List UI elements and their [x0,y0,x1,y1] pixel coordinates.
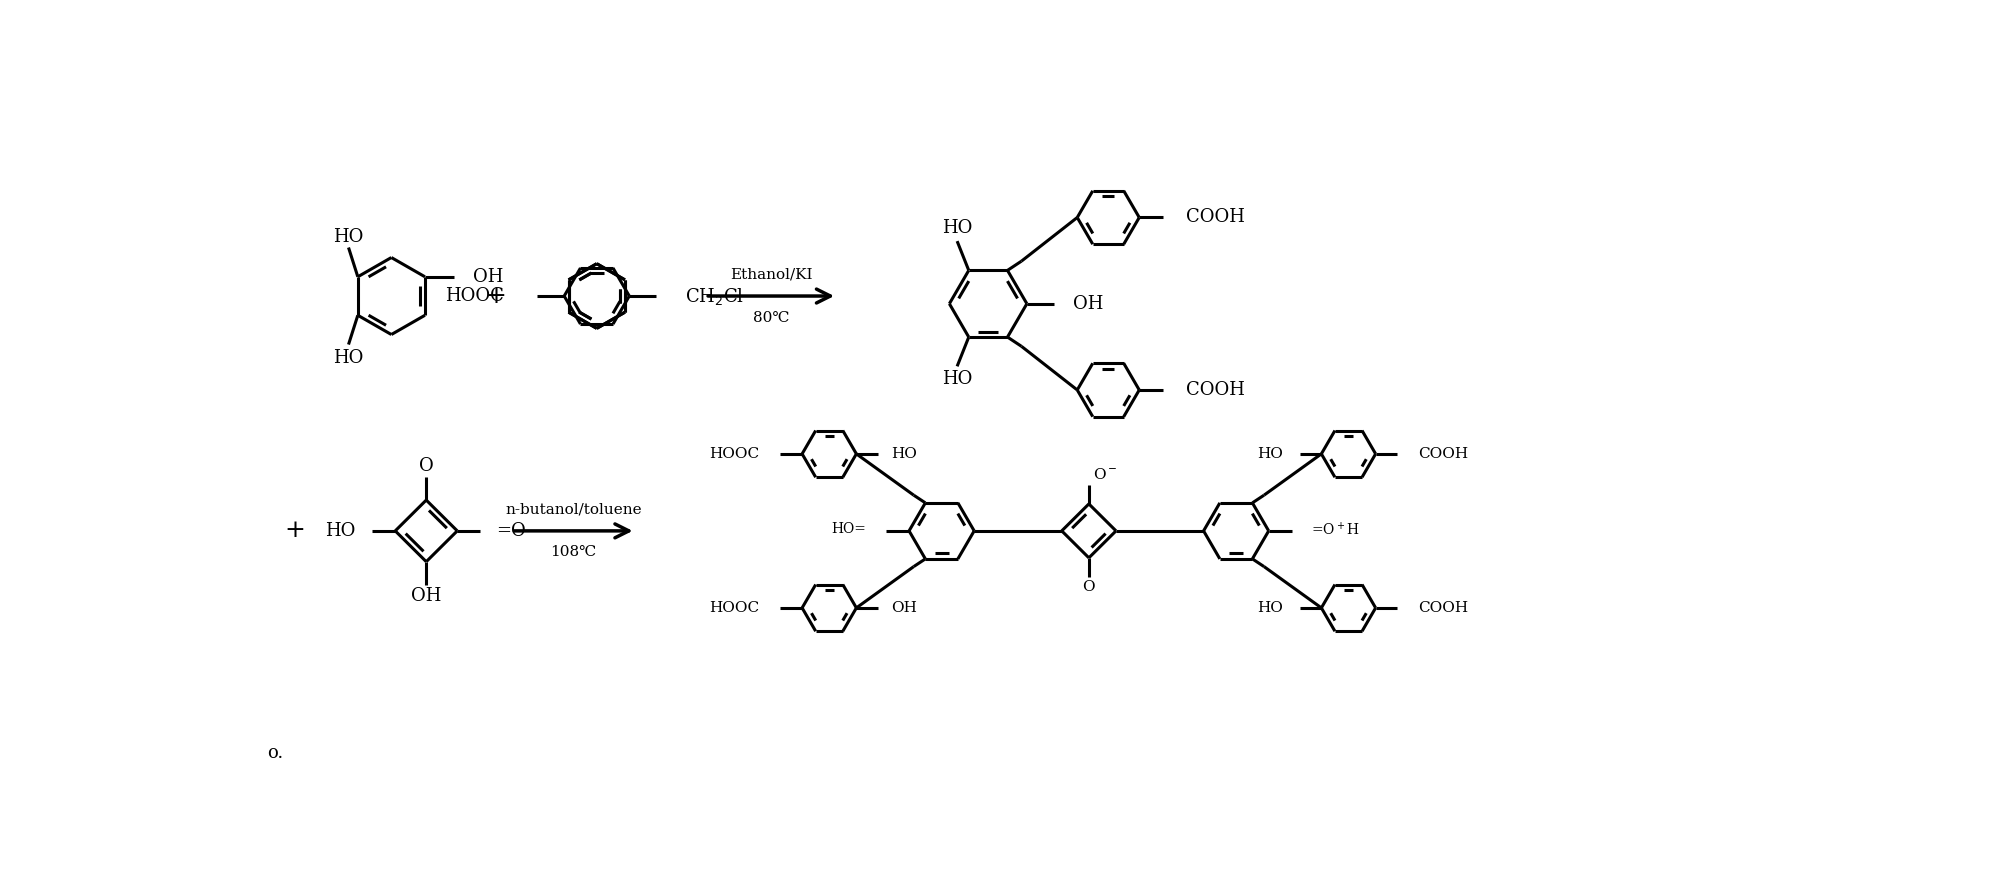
Text: CH$_2$Cl: CH$_2$Cl [685,286,743,307]
Text: =O: =O [495,522,526,540]
Text: HO: HO [941,370,973,388]
Text: COOH: COOH [1184,381,1245,399]
Text: HO: HO [890,447,916,461]
Text: OH: OH [1073,295,1104,313]
Text: HO: HO [1257,447,1283,461]
Text: COOH: COOH [1418,447,1468,461]
Text: HO: HO [324,522,354,540]
Text: OH: OH [890,601,916,615]
Text: +: + [284,519,304,542]
Text: HO=: HO= [832,522,866,536]
Text: +: + [485,285,506,308]
Text: O$^-$: O$^-$ [1092,467,1116,482]
Text: HOOC: HOOC [445,287,504,305]
Text: HO: HO [332,348,363,367]
Text: HOOC: HOOC [709,447,759,461]
Text: COOH: COOH [1184,208,1245,227]
Text: HO: HO [941,219,973,237]
Text: 80℃: 80℃ [753,310,789,325]
Text: Ethanol/KI: Ethanol/KI [729,267,812,281]
Text: HO: HO [1257,601,1283,615]
Text: OH: OH [473,268,504,286]
Text: O: O [1082,580,1096,594]
Text: COOH: COOH [1418,601,1468,615]
Text: =O$^+$H: =O$^+$H [1311,520,1359,538]
Text: HOOC: HOOC [709,601,759,615]
Text: HO: HO [332,228,363,246]
Text: o.: o. [268,744,284,762]
Text: OH: OH [411,587,441,604]
Text: O: O [419,457,433,475]
Text: n-butanol/toluene: n-butanol/toluene [506,503,642,516]
Text: 108℃: 108℃ [550,545,596,559]
